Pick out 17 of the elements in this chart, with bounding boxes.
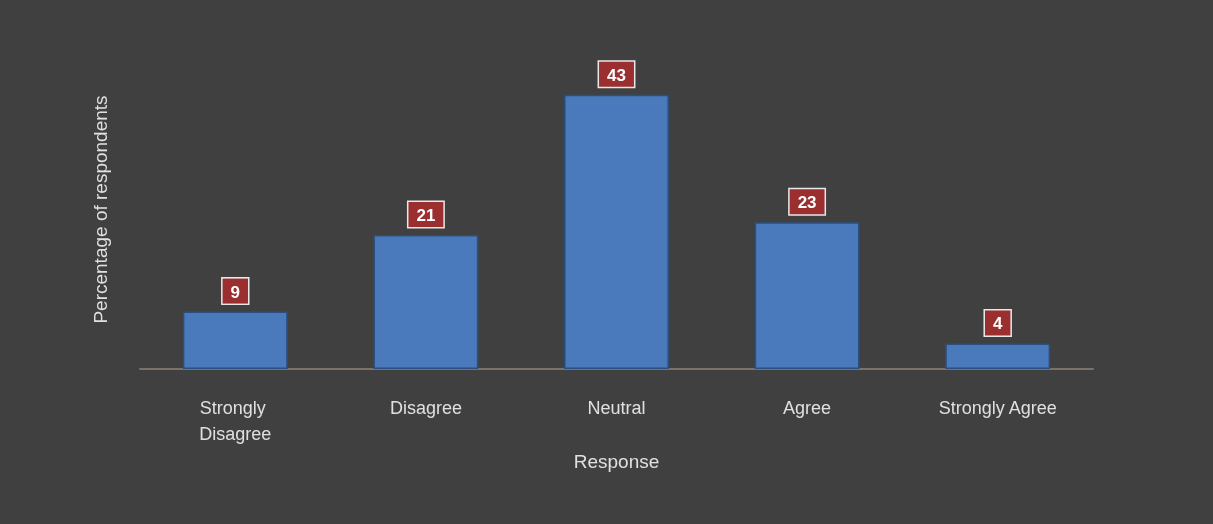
x-tick-label: Strongly Agree bbox=[938, 398, 1057, 418]
x-tick-label: Agree bbox=[783, 398, 832, 418]
x-tick-label: Neutral bbox=[587, 398, 646, 418]
y-axis-title: Percentage of respondents bbox=[90, 95, 111, 324]
bar bbox=[373, 235, 479, 369]
bar bbox=[564, 94, 669, 369]
data-label: 9 bbox=[230, 282, 241, 302]
bar bbox=[754, 222, 860, 369]
bar bbox=[945, 343, 1051, 369]
data-label: 4 bbox=[992, 314, 1003, 334]
x-axis-title: Response bbox=[573, 450, 660, 472]
x-tick-label: Strongly Disagree bbox=[199, 398, 272, 444]
data-label: 43 bbox=[607, 65, 626, 85]
x-tick-label: Disagree bbox=[389, 398, 462, 418]
bar bbox=[182, 311, 288, 369]
data-label: 23 bbox=[797, 193, 817, 213]
data-label: 21 bbox=[416, 206, 436, 226]
